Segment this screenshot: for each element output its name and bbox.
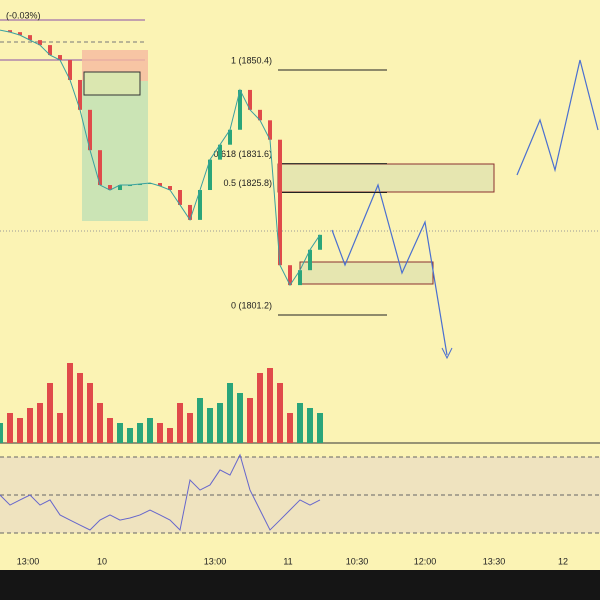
volume-bar	[147, 418, 153, 443]
candle	[248, 89, 252, 110]
candle	[88, 109, 92, 151]
zone-box	[83, 71, 141, 96]
candle	[8, 30, 12, 33]
fib-label: 0.618 (1831.6)	[213, 149, 272, 159]
volume-bar	[207, 408, 213, 443]
candle	[18, 32, 22, 36]
price-line	[0, 29, 321, 287]
time-label: 13:00	[204, 556, 227, 566]
candle	[308, 249, 312, 271]
candle	[68, 60, 72, 80]
candle	[298, 270, 302, 286]
candle	[288, 265, 292, 286]
time-label: 12	[558, 556, 568, 566]
volume-bar	[177, 403, 183, 443]
volume-bar	[217, 403, 223, 443]
candle	[118, 185, 122, 191]
volume-bar	[17, 418, 23, 443]
volume-bar	[267, 368, 273, 443]
candle	[98, 150, 102, 186]
candle	[208, 159, 212, 191]
candle	[108, 185, 112, 191]
fib-label: 0 (1801.2)	[231, 300, 272, 310]
volume-bar	[157, 423, 163, 443]
volume-bar	[47, 383, 53, 443]
projection	[516, 59, 599, 176]
volume-bar	[307, 408, 313, 443]
target-zone	[82, 81, 148, 221]
volume-bar	[37, 403, 43, 443]
candle	[78, 79, 82, 110]
candle	[218, 144, 222, 160]
candle	[198, 190, 202, 220]
volume-bar	[67, 363, 73, 443]
volume-bar	[87, 383, 93, 443]
bottom-bar	[0, 570, 600, 600]
volume-bar	[117, 423, 123, 443]
volume-bar	[0, 423, 3, 443]
time-label: 13:30	[483, 556, 506, 566]
volume-bar	[247, 398, 253, 443]
candle	[268, 120, 272, 140]
time-label: 10	[97, 556, 107, 566]
time-label: 10:30	[346, 556, 369, 566]
volume-bar	[167, 428, 173, 443]
candle	[188, 204, 192, 220]
volume-bar	[127, 428, 133, 443]
volume-bar	[297, 403, 303, 443]
volume-bar	[27, 408, 33, 443]
volume-bar	[227, 383, 233, 443]
projection-arrow	[441, 347, 453, 360]
candle	[28, 35, 32, 41]
rsi-band	[0, 457, 600, 533]
fib-label: 0.5 (1825.8)	[223, 178, 272, 188]
volume-bar	[287, 413, 293, 443]
time-label: 12:00	[414, 556, 437, 566]
volume-bar	[57, 413, 63, 443]
projection	[331, 183, 448, 356]
candle	[318, 234, 322, 250]
zone-box	[277, 163, 495, 193]
volume-bar	[237, 393, 243, 443]
candle	[48, 45, 52, 56]
candle	[158, 183, 162, 187]
volume-bar	[137, 423, 143, 443]
candle	[238, 89, 242, 130]
rsi-line	[0, 453, 321, 531]
candle	[258, 109, 262, 121]
candle	[38, 40, 42, 46]
candle	[178, 190, 182, 205]
time-label: 13:00	[17, 556, 40, 566]
volume-bar	[77, 373, 83, 443]
volume-bar	[7, 413, 13, 443]
volume-bar	[277, 383, 283, 443]
candle	[228, 129, 232, 145]
volume-bar	[97, 403, 103, 443]
volume-bar	[107, 418, 113, 443]
candle	[58, 55, 62, 61]
volume-bar	[317, 413, 323, 443]
candle	[168, 186, 172, 191]
change-label: (-0.03%)	[6, 10, 41, 20]
volume-bar	[197, 398, 203, 443]
volume-bar	[187, 413, 193, 443]
time-label: 11	[283, 556, 292, 566]
zone-box	[299, 261, 434, 285]
candle	[278, 139, 282, 266]
volume-bar	[257, 373, 263, 443]
fib-label: 1 (1850.4)	[231, 55, 272, 65]
